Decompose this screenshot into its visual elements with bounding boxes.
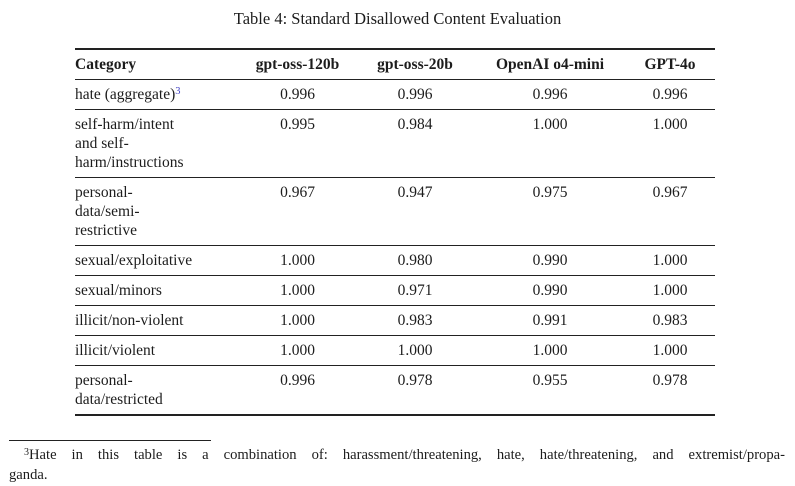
category-cell: sexual/minors xyxy=(75,276,240,306)
value-cell: 1.000 xyxy=(532,342,568,359)
value-cell: 1.000 xyxy=(280,342,315,359)
category-line: and self- xyxy=(75,135,129,152)
value-cell: 1.000 xyxy=(532,116,568,133)
category-cell: personal-data/restricted xyxy=(75,366,240,416)
value-cell: 0.947 xyxy=(397,184,433,201)
column-header: OpenAI o4-mini xyxy=(495,56,605,73)
value-cell: 0.990 xyxy=(532,282,568,299)
value-cell: 0.995 xyxy=(280,116,315,133)
footnote-divider xyxy=(9,440,211,441)
table-caption: Table 4: Standard Disallowed Content Eva… xyxy=(233,9,562,28)
table-row: illicit/violent 1.000 1.000 1.000 1.000 xyxy=(75,336,715,366)
column-header: gpt-oss-120b xyxy=(255,56,340,73)
value-cell: 0.975 xyxy=(532,184,568,201)
column-header: Category xyxy=(75,56,137,73)
category-line: hate (aggregate)3 xyxy=(75,86,181,103)
value-cell: 0.967 xyxy=(280,184,315,201)
value-cell: 0.978 xyxy=(397,372,433,389)
table-row: illicit/non-violent 1.000 0.983 0.991 0.983 xyxy=(75,306,715,336)
header-row: Category gpt-oss-120b gpt-oss-20b OpenAI o4… xyxy=(75,49,715,80)
category-line: personal- xyxy=(75,372,133,389)
category-cell: illicit/violent xyxy=(75,336,240,366)
category-line: self-harm/intent xyxy=(75,116,174,133)
value-cell: 0.978 xyxy=(652,372,688,389)
table-header: Category gpt-oss-120b gpt-oss-20b OpenAI o4… xyxy=(75,49,715,80)
value-cell: 1.000 xyxy=(280,312,315,329)
table-row: sexual/exploitative 1.000 0.980 0.990 1.000 xyxy=(75,246,715,276)
value-cell: 0.983 xyxy=(652,312,688,329)
value-cell: 0.971 xyxy=(397,282,433,299)
value-cell: 0.990 xyxy=(532,252,568,269)
column-header: GPT-4o xyxy=(644,56,696,73)
evaluation-table: Category gpt-oss-120b gpt-oss-20b OpenAI o4… xyxy=(75,48,715,416)
table-row: sexual/minors 1.000 0.971 0.990 1.000 xyxy=(75,276,715,306)
table-body: hate (aggregate)3 0.996 0.996 0.996 0.996 sel… xyxy=(75,80,715,416)
category-line: sexual/minors xyxy=(75,282,162,299)
category-cell: hate (aggregate)3 xyxy=(75,80,240,110)
value-cell: 0.955 xyxy=(532,372,568,389)
value-cell: 0.983 xyxy=(397,312,433,329)
value-cell: 1.000 xyxy=(652,116,688,133)
footnote-text: Hate in this table is a combination of: … xyxy=(29,447,785,463)
value-cell: 0.984 xyxy=(397,116,433,133)
value-cell: 1.000 xyxy=(652,252,688,269)
category-cell: illicit/non-violent xyxy=(75,306,240,336)
category-line: harm/instructions xyxy=(75,154,184,171)
category-line: illicit/violent xyxy=(75,342,156,359)
value-cell: 0.967 xyxy=(652,184,688,201)
value-cell: 0.980 xyxy=(397,252,433,269)
category-line: data/restricted xyxy=(75,391,163,408)
footnote-line-1: 3Hate in this table is a combination of:… xyxy=(9,445,785,465)
table-row: personal-data/semi-restrictive 0.967 0.947… xyxy=(75,178,715,246)
footnote-ref-link[interactable]: 3 xyxy=(175,86,181,98)
table-row: self-harm/intent and self-harm/instructio… xyxy=(75,110,715,178)
category-line: illicit/non-violent xyxy=(75,312,184,329)
value-cell: 0.996 xyxy=(532,86,568,103)
category-cell: self-harm/intent and self-harm/instructio… xyxy=(75,110,240,178)
footnote-marker: 3 xyxy=(24,446,29,458)
table-row: personal-data/restricted 0.996 0.978 0.955 0… xyxy=(75,366,715,416)
footnote-line-2: ganda. xyxy=(9,467,48,483)
value-cell: 0.996 xyxy=(280,86,315,103)
value-cell: 1.000 xyxy=(652,342,688,359)
column-header: gpt-oss-20b xyxy=(377,56,453,73)
category-cell: personal-data/semi-restrictive xyxy=(75,178,240,246)
footnote: 3Hate in this table is a combination of:… xyxy=(9,445,785,485)
value-cell: 1.000 xyxy=(280,252,315,269)
category-cell: sexual/exploitative xyxy=(75,246,240,276)
value-cell: 0.996 xyxy=(652,86,688,103)
value-cell: 0.996 xyxy=(280,372,315,389)
category-line: data/semi- xyxy=(75,203,140,220)
value-cell: 0.991 xyxy=(532,312,568,329)
value-cell: 1.000 xyxy=(652,282,688,299)
value-cell: 1.000 xyxy=(397,342,433,359)
category-line: personal- xyxy=(75,184,133,201)
table-row: hate (aggregate)3 0.996 0.996 0.996 0.996 xyxy=(75,80,715,110)
category-line: restrictive xyxy=(75,222,137,239)
category-line: sexual/exploitative xyxy=(75,252,193,269)
value-cell: 0.996 xyxy=(397,86,433,103)
value-cell: 1.000 xyxy=(280,282,315,299)
